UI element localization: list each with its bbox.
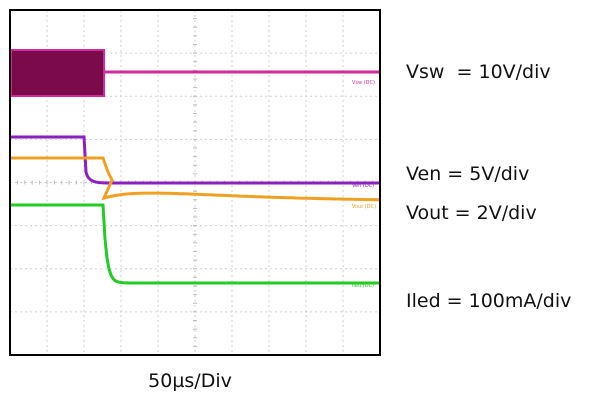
iled-trace <box>11 203 379 285</box>
trace-tag-ven: Ven (DC) <box>352 183 374 189</box>
traces <box>10 49 381 285</box>
trace-tag-vsw: Vsw (DC) <box>352 80 375 86</box>
timebase-label: 50µs/Div <box>148 370 232 392</box>
trace-tag-iled: Iled (DC) <box>352 283 374 289</box>
trace-tags: Vsw (DC) Ven (DC) Vout (DC) Iled (DC) <box>352 80 376 289</box>
plot-frame <box>9 9 381 356</box>
ven-scale-label: Ven = 5V/div <box>406 163 530 185</box>
trace-tag-vout: Vout (DC) <box>352 204 376 210</box>
iled-scale-label: Iled = 100mA/div <box>406 290 572 312</box>
vsw-switching-block <box>10 49 105 97</box>
vout-trace <box>11 156 381 202</box>
vsw-scale-label: Vsw = 10V/div <box>406 61 551 83</box>
vout-scale-label: Vout = 2V/div <box>406 202 537 224</box>
ven-trace <box>11 135 380 185</box>
